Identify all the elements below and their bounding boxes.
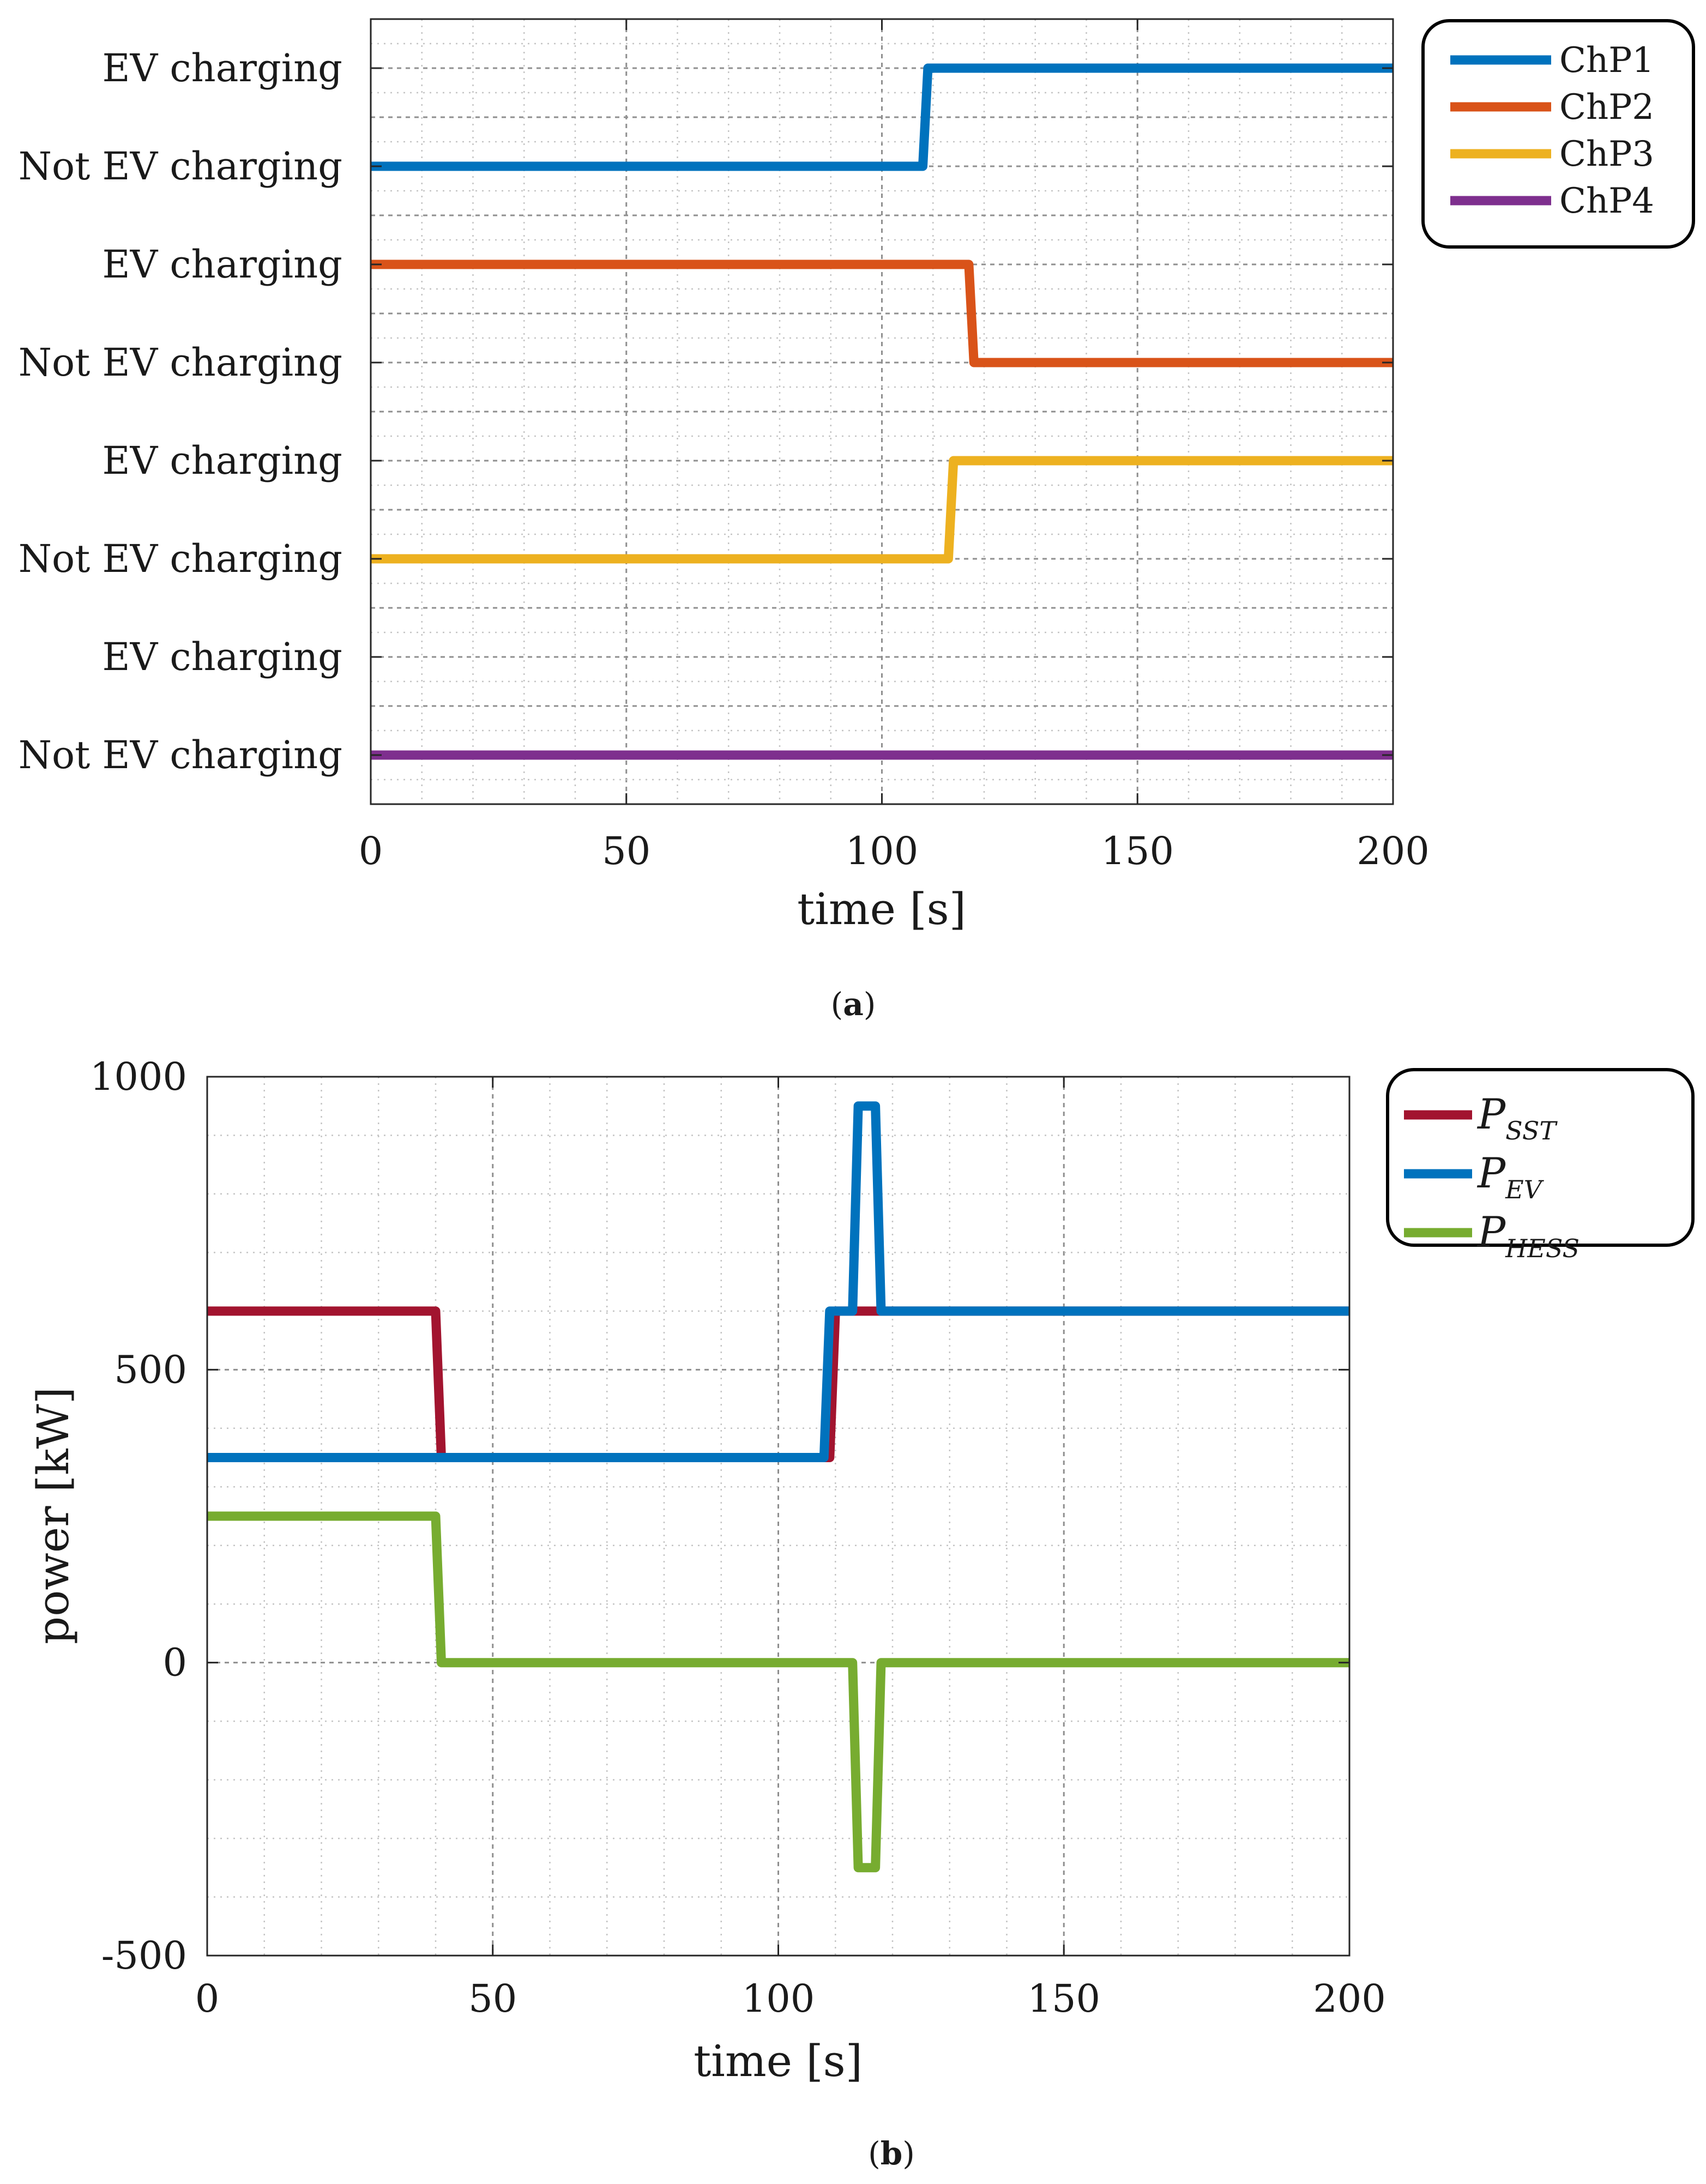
tick-marks-b xyxy=(206,1076,1351,1957)
y-tick-label: Not EV charging xyxy=(19,144,342,189)
x-tick-label: 200 xyxy=(1313,1976,1386,2021)
gridlines-a xyxy=(371,19,1393,804)
legend-label-chp1: ChP1 xyxy=(1559,40,1654,81)
legend-label-chp3: ChP3 xyxy=(1559,134,1654,174)
x-tick-labels-b: 0 50 100 150 200 xyxy=(195,1976,1386,2021)
x-axis-title-b: time [s] xyxy=(694,2036,863,2086)
x-tick-label: 50 xyxy=(468,1976,517,2021)
y-tick-label: 500 xyxy=(114,1347,187,1392)
series-line-chp2 xyxy=(371,260,1393,367)
x-tick-labels-a: 0 50 100 150 200 xyxy=(359,829,1430,873)
y-tick-label: Not EV charging xyxy=(19,536,342,581)
legend-label-chp4: ChP4 xyxy=(1559,181,1654,221)
tick-marks-a xyxy=(370,19,1394,804)
x-tick-label: 0 xyxy=(195,1976,220,2021)
series-line-p-hess xyxy=(207,1511,1349,1873)
series-line-chp1 xyxy=(371,63,1393,171)
y-tick-label: EV charging xyxy=(103,242,342,287)
y-axis-title-b: power [kW] xyxy=(28,1387,79,1644)
y-tick-labels-b: -500 0 500 1000 xyxy=(90,1054,187,1978)
x-tick-label: 100 xyxy=(742,1976,815,2021)
x-tick-label: 0 xyxy=(359,829,383,873)
x-axis-title-a: time [s] xyxy=(797,884,966,934)
legend-label-p-ev: PEV xyxy=(1476,1149,1545,1204)
legend-box-a xyxy=(1421,19,1695,249)
y-tick-label: Not EV charging xyxy=(19,340,342,385)
series-line-chp3 xyxy=(371,456,1393,564)
x-tick-label: 150 xyxy=(1101,829,1174,873)
y-tick-label: 0 xyxy=(162,1640,187,1685)
y-tick-label: Not EV charging xyxy=(19,733,342,777)
y-tick-labels-a: Not EV charging EV charging Not EV chargin… xyxy=(19,46,342,777)
y-tick-label: 1000 xyxy=(90,1054,187,1099)
caption-a: (a) xyxy=(831,986,876,1023)
chart-panel-a: Not EV charging EV charging Not EV chargin… xyxy=(19,18,1695,1023)
y-tick-label: EV charging xyxy=(103,46,342,91)
x-tick-label: 150 xyxy=(1027,1976,1100,2021)
x-tick-label: 100 xyxy=(846,829,919,873)
caption-b: (b) xyxy=(868,2135,915,2172)
x-tick-label: 50 xyxy=(602,829,650,873)
series-line-p-ev xyxy=(207,1101,1349,1462)
legend-label-p-sst: PSST xyxy=(1476,1090,1558,1145)
legend-a: ChP1 ChP2 ChP3 ChP4 xyxy=(1421,19,1695,249)
series-lines-b xyxy=(207,1101,1349,1873)
y-tick-label: EV charging xyxy=(103,438,342,483)
series-lines-a xyxy=(371,63,1393,760)
y-tick-label: EV charging xyxy=(103,635,342,679)
legend-label-chp2: ChP2 xyxy=(1559,87,1654,128)
y-tick-label: -500 xyxy=(101,1933,187,1978)
legend-box-b xyxy=(1386,1068,1695,1247)
legend-label-p-hess: PHESS xyxy=(1476,1208,1580,1263)
x-tick-label: 200 xyxy=(1357,829,1430,873)
